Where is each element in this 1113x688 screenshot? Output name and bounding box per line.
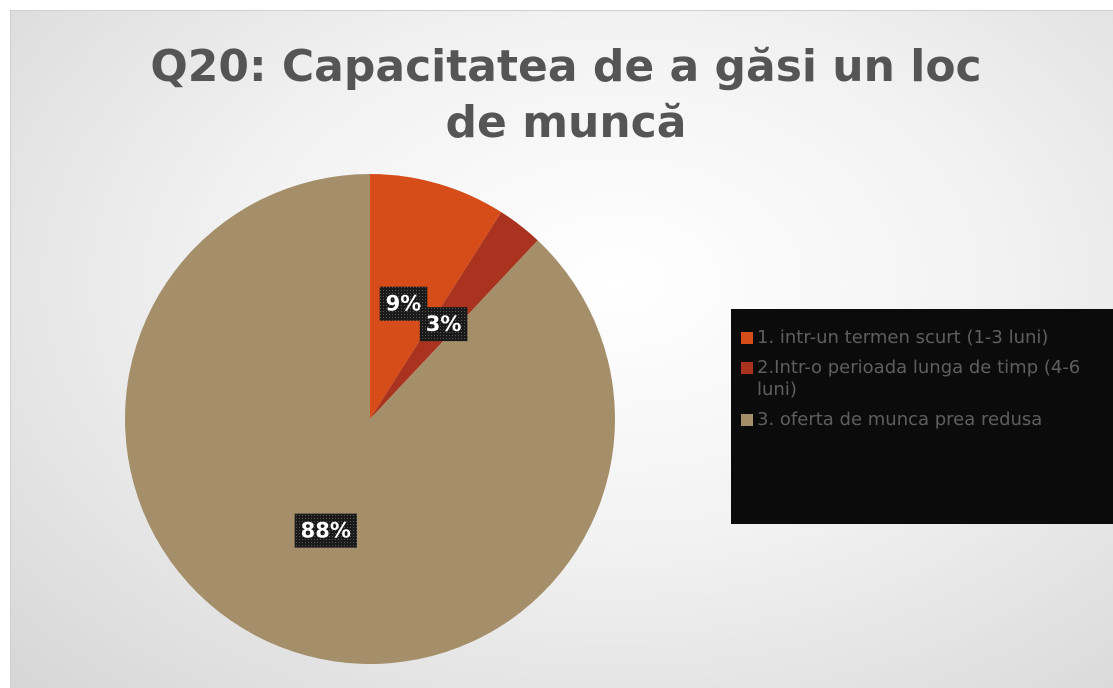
chart-title: Q20: Capacitatea de a găsi un loc de mun… [150, 41, 982, 148]
legend-item: 1. intr-un termen scurt (1-3 luni) [741, 327, 1105, 349]
legend-label: 3. oferta de munca prea redusa [757, 409, 1043, 430]
legend-label: 2.Intr-o perioada lunga de timp (4-6 lun… [757, 357, 1081, 400]
data-label-box [294, 513, 357, 548]
legend-swatch [741, 362, 753, 374]
pie-slice [124, 174, 616, 664]
data-label: 3% [419, 307, 468, 342]
legend-item: 3. oferta de munca prea redusa [741, 409, 1105, 431]
data-label: 9% [379, 286, 428, 321]
pie-slice [370, 174, 502, 419]
data-label-text: 88% [301, 519, 351, 543]
chart: 9% 3% 88% Q20: Capacitatea de a găsi un lo… [10, 10, 1113, 688]
data-label: 88% [294, 513, 357, 548]
legend: 1. intr-un termen scurt (1-3 luni) 2.Intr… [731, 309, 1113, 524]
data-label-text: 3% [426, 312, 462, 336]
data-label-text: 9% [386, 292, 422, 316]
legend-swatch [741, 414, 753, 426]
data-label-box [419, 307, 468, 342]
legend-label: 1. intr-un termen scurt (1-3 luni) [757, 327, 1049, 348]
legend-item: 2.Intr-o perioada lunga de timp (4-6 lun… [741, 357, 1105, 401]
pie-area: 9%3% 88% [124, 174, 616, 664]
data-label-box [379, 286, 428, 321]
legend-swatch [741, 332, 753, 344]
